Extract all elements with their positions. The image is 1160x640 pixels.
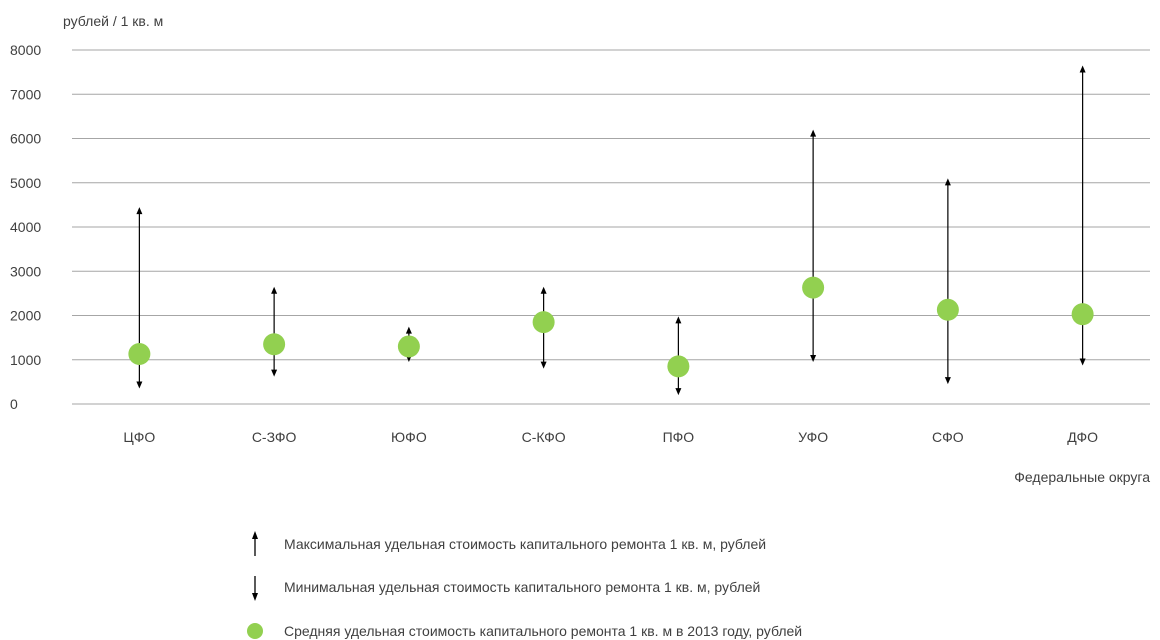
legend: Максимальная удельная стоимость капиталь…	[247, 531, 802, 639]
y-tick-label: 1000	[10, 352, 41, 368]
legend-label-max: Максимальная удельная стоимость капиталь…	[284, 536, 766, 552]
average-markers	[128, 276, 1094, 378]
legend-up-arrowhead-icon	[252, 531, 258, 539]
category-label: ЮФО	[391, 429, 427, 445]
average-point	[667, 355, 690, 378]
y-tick-labels: 0 1000 2000 3000 4000 5000 6000 7000 8000	[10, 42, 41, 412]
y-tick-label: 8000	[10, 42, 41, 58]
average-point	[128, 342, 151, 365]
min-arrow-head	[675, 388, 682, 396]
y-tick-label: 2000	[10, 308, 41, 324]
category-label: ПФО	[663, 429, 695, 445]
category-label: ЦФО	[123, 429, 155, 445]
y-tick-label: 4000	[10, 219, 41, 235]
legend-item-max: Максимальная удельная стоимость капиталь…	[252, 531, 766, 556]
category-label: С-ЗФО	[252, 429, 297, 445]
min-arrow-head	[136, 381, 143, 389]
y-tick-label: 6000	[10, 131, 41, 147]
average-point	[397, 335, 420, 358]
category-label: УФО	[798, 429, 828, 445]
legend-item-min: Минимальная удельная стоимость капитальн…	[252, 576, 760, 601]
max-arrow-head	[136, 207, 143, 215]
legend-label-min: Минимальная удельная стоимость капитальн…	[284, 579, 760, 595]
x-axis-title: Федеральные округа	[1014, 469, 1150, 485]
category-label: С-КФО	[522, 429, 566, 445]
legend-green-circle-icon	[247, 623, 263, 639]
y-tick-label: 7000	[10, 86, 41, 102]
average-point	[532, 311, 555, 334]
min-arrow-head	[944, 377, 951, 385]
min-arrow-head	[810, 354, 817, 362]
category-labels: ЦФО С-ЗФО ЮФО С-КФО ПФО УФО СФО ДФО	[123, 429, 1098, 445]
max-arrow-head	[810, 129, 817, 137]
average-point	[1071, 303, 1094, 326]
average-point	[802, 276, 825, 299]
min-arrow-head	[540, 361, 547, 369]
legend-down-arrowhead-icon	[252, 593, 258, 601]
y-axis-title: рублей / 1 кв. м	[63, 13, 163, 29]
average-point	[936, 298, 959, 321]
max-arrow-head	[1079, 65, 1086, 73]
max-arrow-head	[405, 326, 412, 334]
max-arrow-head	[271, 286, 278, 294]
legend-item-avg: Средняя удельная стоимость капитального …	[247, 623, 802, 639]
legend-label-avg: Средняя удельная стоимость капитального …	[284, 623, 802, 639]
y-tick-label: 5000	[10, 175, 41, 191]
max-arrow-head	[944, 178, 951, 186]
max-arrow-head	[675, 316, 682, 324]
category-label: ДФО	[1067, 429, 1098, 445]
category-label: СФО	[932, 429, 964, 445]
max-arrow-head	[540, 286, 547, 294]
y-tick-label: 3000	[10, 263, 41, 279]
min-arrow-head	[1079, 358, 1086, 366]
grid-lines	[72, 49, 1150, 405]
average-point	[263, 333, 286, 356]
y-tick-label: 0	[10, 396, 18, 412]
min-arrow-head	[271, 369, 278, 377]
